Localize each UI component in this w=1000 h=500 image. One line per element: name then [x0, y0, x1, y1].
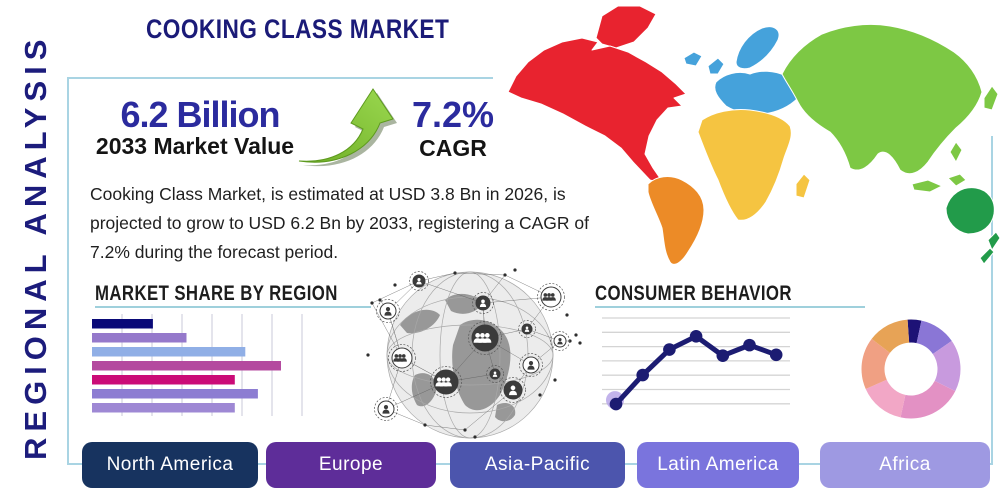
frame-border-right — [991, 136, 993, 465]
frame-border-top — [67, 77, 493, 79]
map-region-madagascar — [795, 173, 811, 199]
market-description: Cooking Class Market, is estimated at US… — [90, 184, 590, 262]
map-region-new-zealand-north — [987, 231, 1000, 251]
person-node-icon — [550, 331, 570, 351]
line-chart-title: CONSUMER BEHAVIOR — [595, 282, 792, 305]
market-value-stat: 6.2 Billion — [120, 94, 280, 135]
cagr-label: CAGR — [419, 135, 487, 161]
map-region-south-america — [647, 176, 705, 265]
person-node-icon — [388, 344, 416, 372]
map-region-north-america — [507, 37, 687, 185]
line-title-underline — [595, 306, 865, 308]
bar-title-underline — [95, 306, 371, 308]
person-node-icon — [486, 365, 504, 383]
market-share-bar-chart — [92, 314, 303, 416]
map-region-indonesia-east — [947, 173, 967, 187]
region-button-africa[interactable]: Africa — [820, 442, 990, 488]
person-node-icon — [472, 292, 494, 314]
person-node-icon — [376, 299, 400, 323]
region-button-asia-pacific[interactable]: Asia-Pacific — [450, 442, 625, 488]
person-node-icon — [430, 366, 462, 398]
region-button-europe[interactable]: Europe — [266, 442, 436, 488]
person-node-icon — [409, 271, 429, 291]
person-node-icon — [537, 283, 565, 311]
map-region-asia — [781, 23, 983, 175]
frame-border-left — [67, 77, 69, 465]
side-vertical-label: REGIONAL ANALYSIS — [18, 33, 53, 460]
map-region-greenland — [595, 5, 657, 49]
person-node-icon — [519, 353, 543, 377]
region-button-latin-america[interactable]: Latin America — [637, 442, 799, 488]
map-region-new-zealand-south — [979, 247, 995, 265]
person-node-icon — [500, 377, 526, 403]
map-region-iceland — [683, 51, 703, 67]
growth-arrow-icon — [298, 88, 397, 167]
consumer-behavior-line-chart — [602, 317, 790, 411]
region-share-donut-chart — [861, 319, 961, 419]
bar-chart-title: MARKET SHARE BY REGION — [95, 282, 338, 305]
person-node-icon — [518, 320, 536, 338]
map-region-japan — [983, 85, 999, 111]
person-node-icon — [468, 321, 502, 355]
region-button-north-america[interactable]: North America — [82, 442, 258, 488]
map-region-uk — [707, 57, 725, 75]
map-region-australia — [945, 187, 995, 235]
market-value-label: 2033 Market Value — [95, 133, 295, 159]
page-title: COOKING CLASS MARKET — [146, 14, 450, 44]
cagr-stat: 7.2% — [411, 94, 495, 135]
map-region-scandinavia — [735, 26, 780, 70]
world-map-graphic — [507, 5, 1000, 265]
person-node-icon — [374, 397, 398, 421]
globe-network-graphic — [366, 268, 582, 439]
map-region-indonesia — [911, 179, 943, 193]
map-region-philippines — [949, 141, 963, 163]
map-region-africa — [697, 109, 792, 221]
